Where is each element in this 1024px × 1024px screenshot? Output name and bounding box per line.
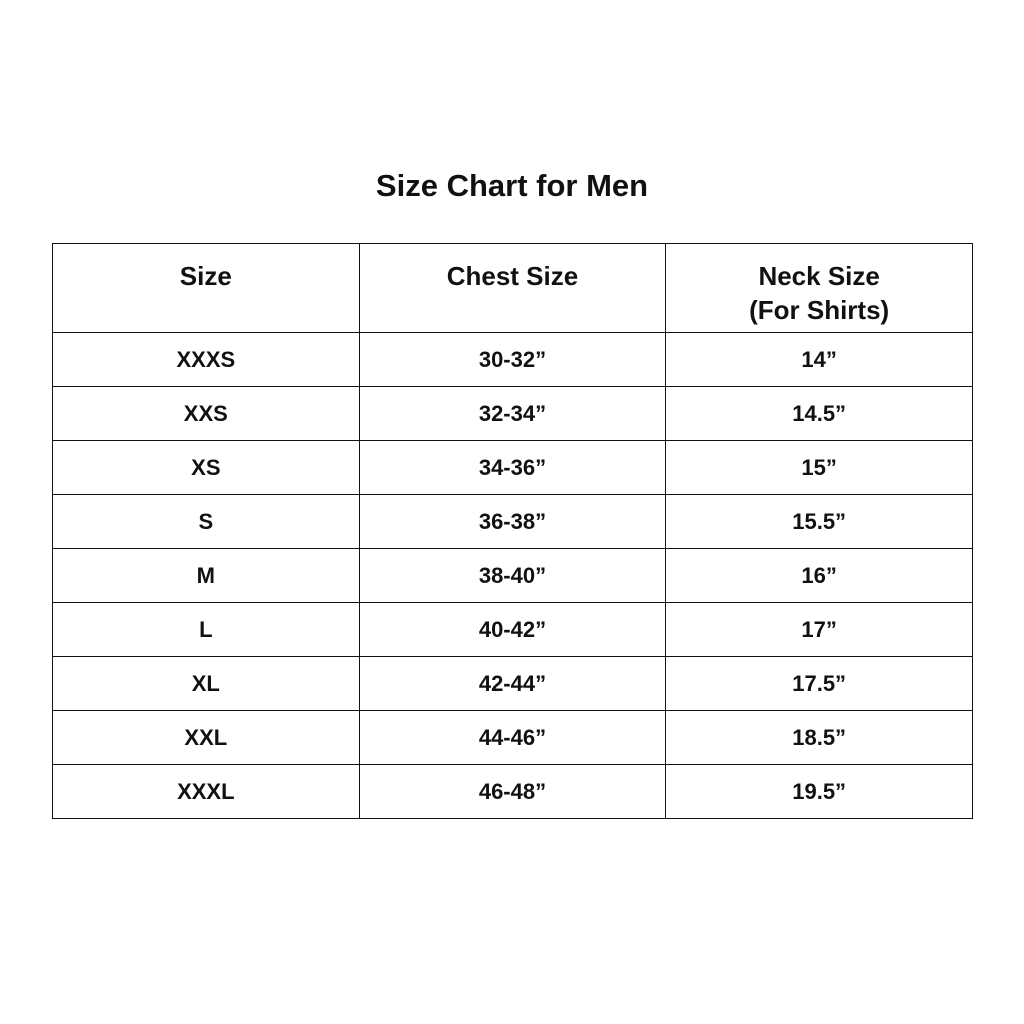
chest-size-cell: 34-36” [358, 440, 667, 495]
table-row: XXS 32-34” 14.5” [52, 386, 973, 441]
page-title: Size Chart for Men [375, 168, 649, 203]
chest-size-cell: 42-44” [358, 656, 667, 711]
size-cell: XXXL [52, 764, 360, 819]
chest-size-cell: 38-40” [358, 548, 667, 603]
table-row: XL 42-44” 17.5” [52, 656, 973, 711]
table-row: XXL 44-46” 18.5” [52, 710, 973, 765]
table-row: M 38-40” 16” [52, 548, 973, 603]
size-cell: XXS [52, 386, 360, 441]
table-row: XXXS 30-32” 14” [52, 332, 973, 387]
header-neck-size-label: Neck Size [758, 261, 880, 291]
size-table: Size Chest Size Neck Size (For Shirts) XX… [52, 243, 973, 819]
table-row: XXXL 46-48” 19.5” [52, 764, 973, 819]
chest-size-cell: 36-38” [358, 494, 667, 549]
table-row: S 36-38” 15.5” [52, 494, 973, 549]
neck-size-cell: 15.5” [665, 494, 973, 549]
neck-size-cell: 14” [665, 332, 973, 387]
chest-size-cell: 44-46” [358, 710, 667, 765]
header-size: Size [52, 243, 360, 333]
neck-size-cell: 14.5” [665, 386, 973, 441]
size-cell: XL [52, 656, 360, 711]
neck-size-cell: 17” [665, 602, 973, 657]
header-row: Size Chest Size Neck Size (For Shirts) [52, 243, 973, 333]
size-cell: XXL [52, 710, 360, 765]
neck-size-cell: 19.5” [665, 764, 973, 819]
chest-size-cell: 30-32” [358, 332, 667, 387]
chest-size-cell: 32-34” [358, 386, 667, 441]
chest-size-cell: 46-48” [358, 764, 667, 819]
header-neck-size: Neck Size (For Shirts) [665, 243, 973, 333]
table-row: XS 34-36” 15” [52, 440, 973, 495]
size-cell: S [52, 494, 360, 549]
neck-size-cell: 17.5” [665, 656, 973, 711]
header-chest-size: Chest Size [358, 243, 667, 333]
size-cell: XXXS [52, 332, 360, 387]
neck-size-cell: 16” [665, 548, 973, 603]
chest-size-cell: 40-42” [358, 602, 667, 657]
size-cell: M [52, 548, 360, 603]
table-row: L 40-42” 17” [52, 602, 973, 657]
header-neck-size-note: (For Shirts) [749, 295, 890, 325]
size-cell: L [52, 602, 360, 657]
neck-size-cell: 15” [665, 440, 973, 495]
neck-size-cell: 18.5” [665, 710, 973, 765]
size-cell: XS [52, 440, 360, 495]
